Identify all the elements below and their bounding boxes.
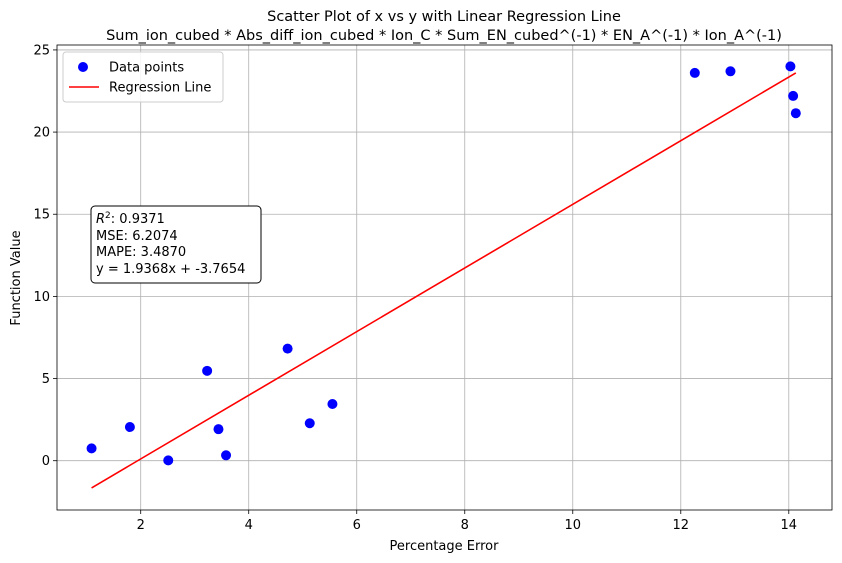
x-tick-label: 2 <box>137 518 145 533</box>
data-point <box>213 424 224 435</box>
y-tick-label: 20 <box>33 126 50 141</box>
plot-frame <box>56 44 833 511</box>
stats-mape: MAPE: 3.4870 <box>96 245 186 260</box>
stats-mse: MSE: 6.2074 <box>96 229 178 244</box>
y-axis-ticks: 0 5 10 15 20 25 <box>33 43 57 469</box>
stats-annotation: R2: 0.9371 MSE: 6.2074 MAPE: 3.4870 y = … <box>90 205 262 284</box>
chart-subtitle: Sum_ion_cubed * Abs_diff_ion_cubed * Ion… <box>106 28 782 44</box>
data-point <box>86 443 97 454</box>
stats-r2: R2: 0.9371 <box>96 211 165 227</box>
y-tick-label: 0 <box>42 454 50 469</box>
x-tick-label: 6 <box>353 518 361 533</box>
data-point <box>221 450 232 461</box>
stats-r2-superscript: 2 <box>105 211 111 221</box>
legend: Data points Regression Line <box>62 51 224 103</box>
x-tick-label: 14 <box>781 518 798 533</box>
data-points-layer <box>86 61 801 466</box>
legend-label-regression: Regression Line <box>109 81 211 96</box>
y-tick-label: 10 <box>33 290 50 305</box>
data-point <box>790 108 801 119</box>
data-point <box>689 67 700 78</box>
regression-layer <box>91 72 797 489</box>
data-point <box>202 365 213 376</box>
stats-r2-value: : 0.9371 <box>111 212 165 227</box>
data-point <box>282 343 293 354</box>
data-point <box>327 399 338 410</box>
legend-marker-data-points <box>78 62 88 72</box>
legend-label-data-points: Data points <box>109 61 184 76</box>
x-tick-label: 12 <box>673 518 690 533</box>
x-tick-label: 8 <box>461 518 469 533</box>
data-point <box>725 66 736 77</box>
legend-box <box>62 51 224 103</box>
x-axis-label: Percentage Error <box>390 539 500 554</box>
x-tick-label: 4 <box>245 518 253 533</box>
y-tick-label: 15 <box>33 208 50 223</box>
stats-box <box>90 205 262 284</box>
stats-equation: y = 1.9368x + -3.7654 <box>96 262 245 277</box>
regression-line <box>91 72 797 489</box>
data-point <box>163 455 174 466</box>
y-axis-label: Function Value <box>9 230 24 325</box>
y-tick-label: 5 <box>42 372 50 387</box>
x-tick-label: 10 <box>564 518 581 533</box>
data-point <box>304 418 315 429</box>
y-tick-label: 25 <box>33 43 50 58</box>
data-point <box>788 90 799 101</box>
data-point <box>124 422 135 433</box>
data-point <box>785 61 796 72</box>
stats-r2-symbol: R <box>96 212 105 227</box>
chart-title: Scatter Plot of x vs y with Linear Regre… <box>267 9 621 25</box>
x-axis-ticks: 2 4 6 8 10 12 14 <box>137 510 797 533</box>
